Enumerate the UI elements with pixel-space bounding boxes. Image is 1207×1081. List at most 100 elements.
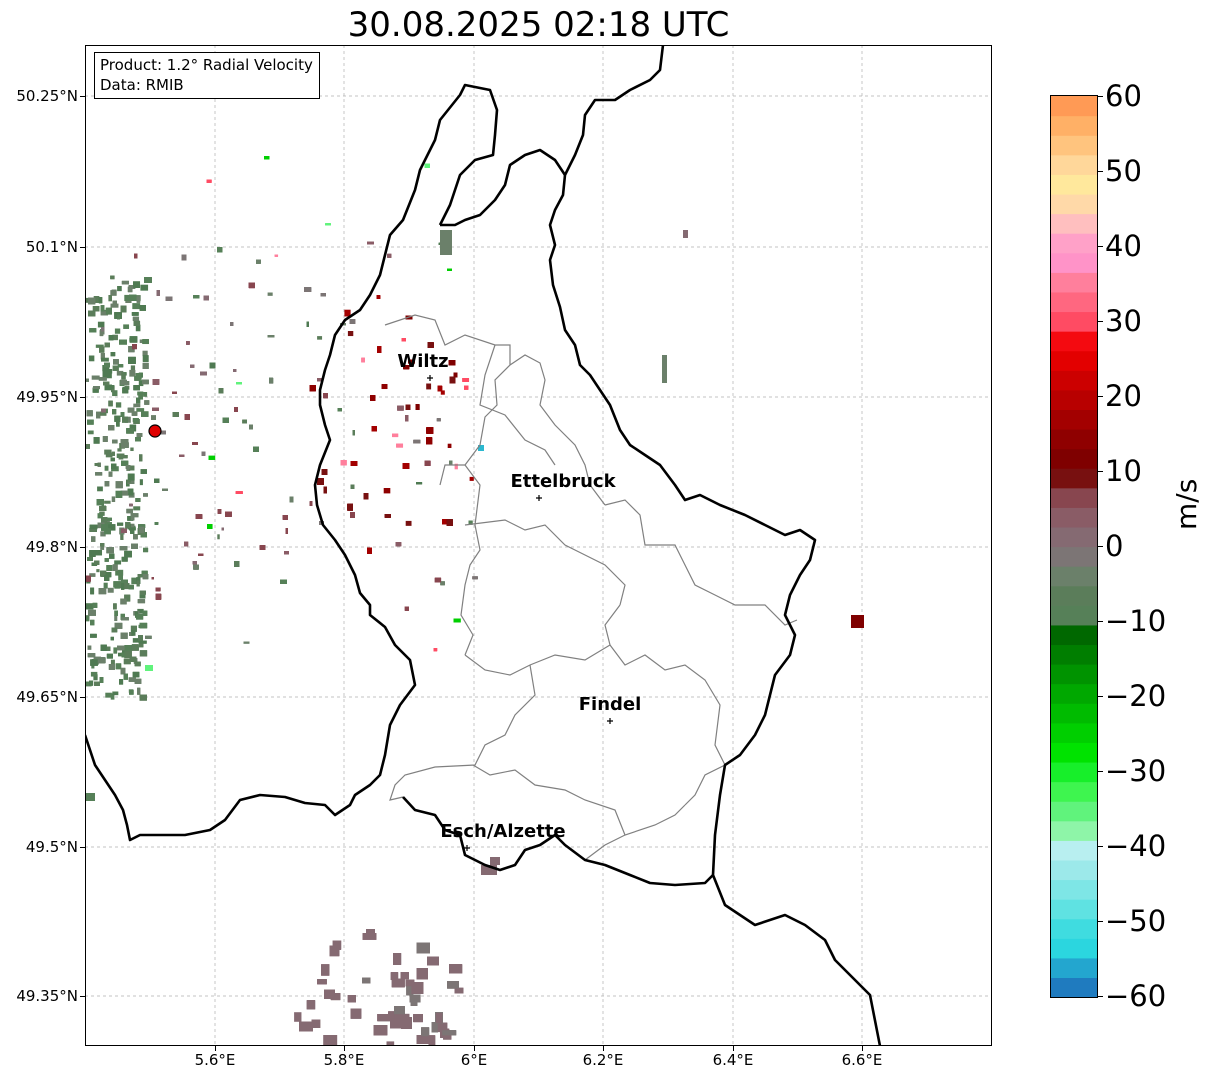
echo-pixel xyxy=(89,524,98,530)
echo-pixel xyxy=(376,295,381,299)
echo-pixel xyxy=(434,577,442,583)
echo-pixel xyxy=(105,307,112,315)
echo-pixel xyxy=(101,357,109,362)
colorbar-band xyxy=(1051,742,1097,763)
echo-pixel xyxy=(129,369,136,377)
echo-pixel xyxy=(104,449,112,455)
lon-tick xyxy=(862,1046,863,1051)
echo-pixel xyxy=(104,558,109,562)
echo-pixel xyxy=(264,156,270,160)
colorbar-band xyxy=(1051,566,1097,587)
echo-pixel xyxy=(320,293,326,297)
echo-pixel xyxy=(143,493,148,497)
echo-pixel xyxy=(91,536,96,542)
echo-pixel xyxy=(110,275,115,280)
echo-pixel xyxy=(89,550,96,557)
echo-pixel xyxy=(242,419,247,424)
colorbar-tick xyxy=(1097,771,1103,772)
colorbar-band xyxy=(1051,899,1097,920)
echo-pixel xyxy=(99,330,104,337)
echo-pixel xyxy=(323,1035,338,1046)
echo-pixel xyxy=(129,632,134,636)
city-label-findel: Findel xyxy=(578,694,642,715)
echo-pixel xyxy=(234,561,240,567)
colorbar-tick-label: 40 xyxy=(1105,229,1142,263)
echo-pixel xyxy=(139,454,143,462)
echo-pixel xyxy=(108,425,115,431)
echo-pixel xyxy=(138,640,147,644)
colorbar-tick xyxy=(1097,846,1103,847)
echo-pixel xyxy=(120,667,126,675)
echo-pixel xyxy=(112,334,118,341)
echo-pixel xyxy=(116,453,121,458)
echo-pixel xyxy=(124,645,133,652)
radar-map[interactable] xyxy=(85,45,992,1046)
echo-pixel xyxy=(662,355,667,383)
echo-pixel xyxy=(361,357,365,363)
echo-pixel xyxy=(405,415,409,422)
radar-map-canvas xyxy=(85,45,992,1046)
colorbar-tick xyxy=(1097,696,1103,697)
echo-pixel xyxy=(200,371,207,376)
echo-pixel xyxy=(381,384,388,390)
echo-pixel xyxy=(121,652,126,657)
echo-pixel xyxy=(122,416,128,423)
echo-pixel xyxy=(104,465,109,471)
colorbar-band xyxy=(1051,468,1097,489)
echo-pixel xyxy=(124,439,129,444)
echo-pixel xyxy=(110,352,116,357)
echo-pixel xyxy=(115,481,123,489)
echo-pixel xyxy=(124,294,131,302)
colorbar-band xyxy=(1051,154,1097,175)
echo-pixel xyxy=(89,573,96,577)
lat-label: 49.5°N xyxy=(25,838,78,856)
echo-pixel xyxy=(117,286,122,292)
colorbar-tick-label: −60 xyxy=(1105,979,1167,1013)
echo-pixel xyxy=(142,379,149,385)
echo-pixel xyxy=(94,681,100,686)
echo-pixel xyxy=(426,383,432,390)
lat-tick xyxy=(80,697,85,698)
echo-pixel xyxy=(184,541,189,547)
echo-pixel xyxy=(133,534,138,540)
echo-pixel xyxy=(105,452,113,458)
echo-pixel xyxy=(108,471,113,477)
product-info-box: Product: 1.2° Radial Velocity Data: RMIB xyxy=(94,52,320,99)
echo-pixel xyxy=(386,1041,395,1046)
echo-pixel xyxy=(233,369,237,372)
echo-pixel xyxy=(134,678,142,684)
colorbar-band xyxy=(1051,193,1097,215)
colorbar-tick xyxy=(1097,996,1103,997)
echo-pixel xyxy=(427,956,439,966)
lon-tick xyxy=(215,1046,216,1051)
echo-pixel xyxy=(117,645,125,651)
echo-pixel xyxy=(129,690,134,695)
echo-pixel xyxy=(490,857,500,865)
echo-pixel xyxy=(383,488,391,494)
echo-pixel xyxy=(121,556,128,562)
echo-pixel xyxy=(95,550,103,556)
echo-pixel xyxy=(104,481,110,487)
echo-pixel xyxy=(144,400,150,405)
colorbar-band xyxy=(1051,781,1097,802)
echo-pixel xyxy=(478,445,484,451)
echo-pixel xyxy=(136,580,140,587)
city-marker xyxy=(607,718,613,724)
colorbar-band xyxy=(1051,272,1097,293)
echo-pixel xyxy=(299,1021,313,1032)
echo-pixel xyxy=(117,314,120,320)
echo-pixel xyxy=(453,618,461,623)
echo-pixel xyxy=(110,385,115,389)
echo-pixel xyxy=(105,572,112,578)
echo-pixel xyxy=(329,945,340,957)
echo-pixel xyxy=(99,677,104,683)
echo-pixel xyxy=(97,486,103,492)
echo-pixel xyxy=(124,651,132,659)
echo-pixel xyxy=(121,579,128,585)
echo-pixel xyxy=(139,694,147,701)
echo-pixel xyxy=(256,259,261,264)
echo-pixel xyxy=(321,469,328,475)
echo-pixel xyxy=(405,520,412,526)
colorbar-tick-label: 30 xyxy=(1105,304,1142,338)
echo-pixel xyxy=(128,677,136,682)
